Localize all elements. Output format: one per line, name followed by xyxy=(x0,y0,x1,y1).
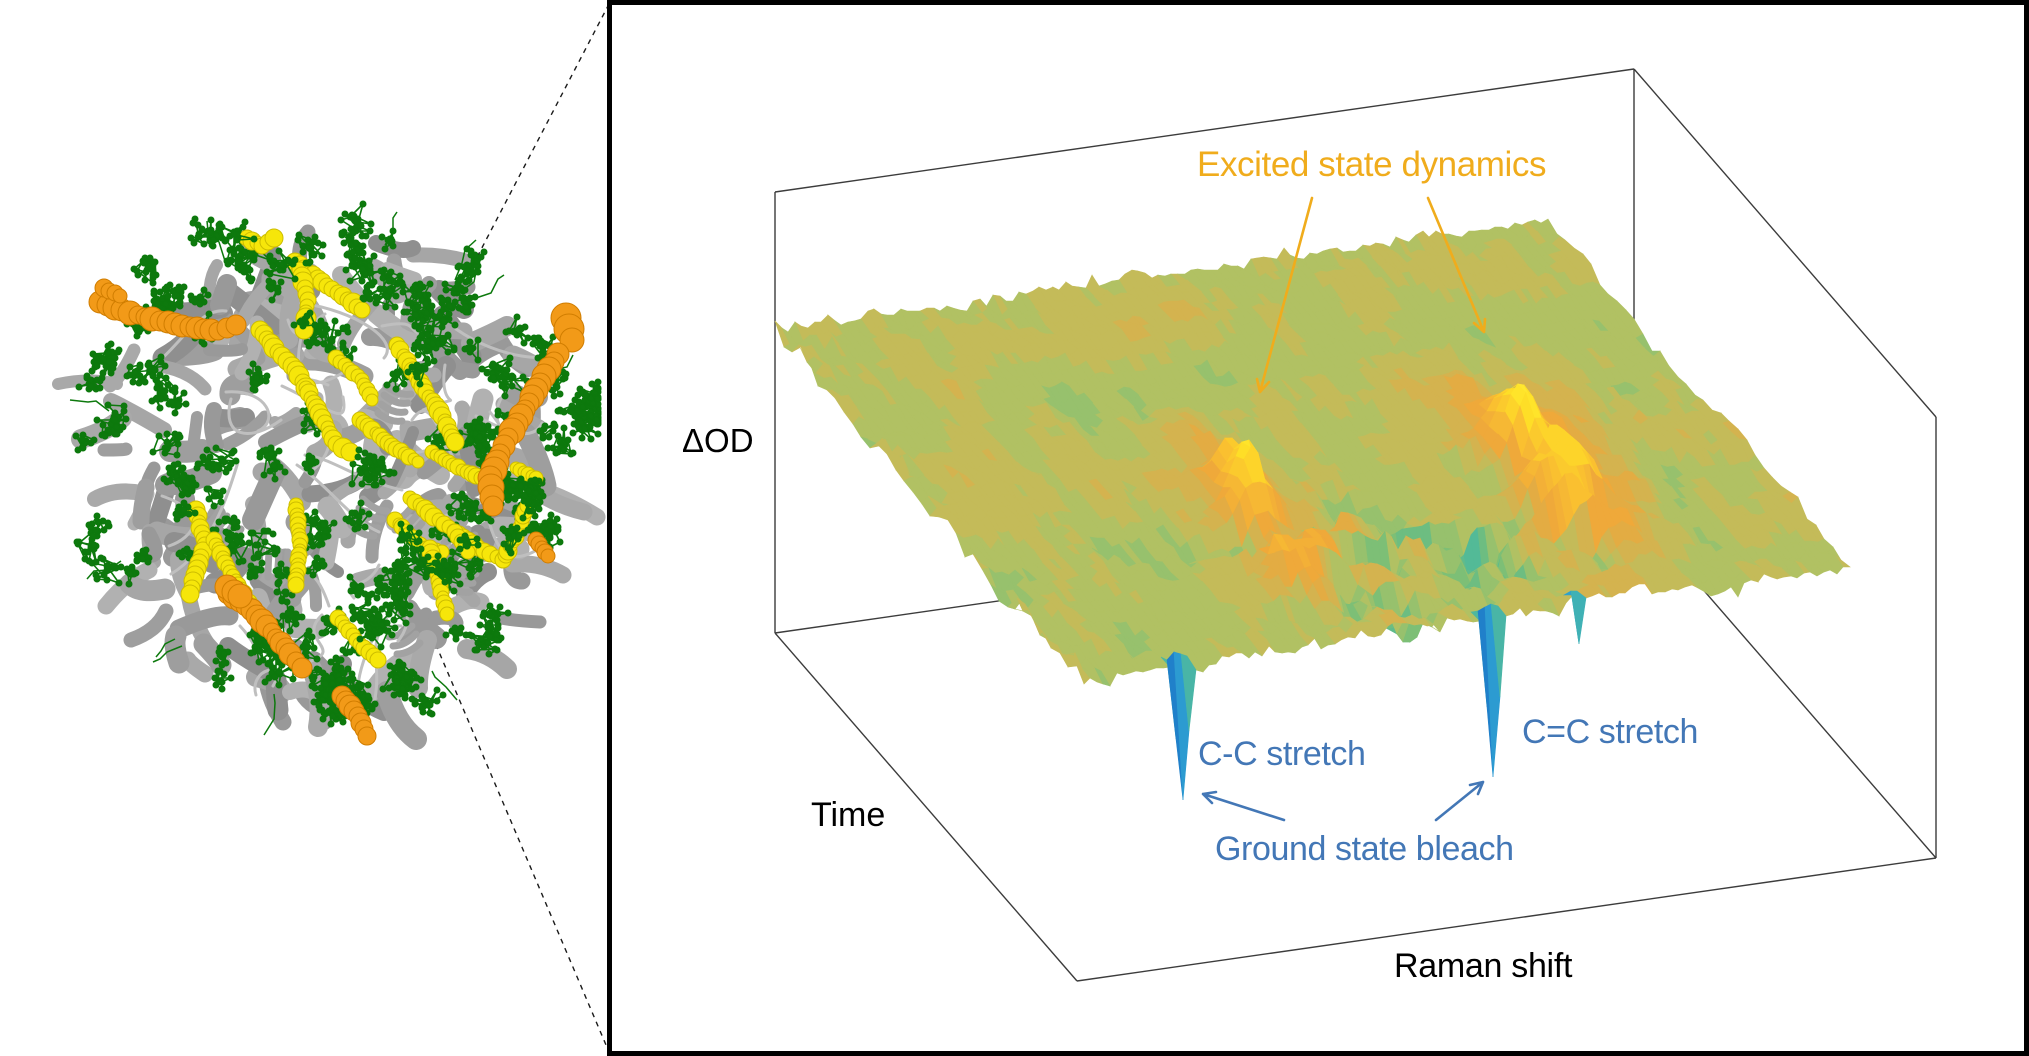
svg-text:Excited state dynamics: Excited state dynamics xyxy=(1197,145,1546,184)
svg-text:Raman shift: Raman shift xyxy=(1394,947,1573,985)
svg-text:Time: Time xyxy=(811,796,885,834)
svg-text:Ground state bleach: Ground state bleach xyxy=(1215,830,1514,868)
svg-text:C-C stretch: C-C stretch xyxy=(1198,735,1366,773)
svg-text:C=C stretch: C=C stretch xyxy=(1522,713,1698,751)
svg-text:ΔOD: ΔOD xyxy=(682,422,754,459)
